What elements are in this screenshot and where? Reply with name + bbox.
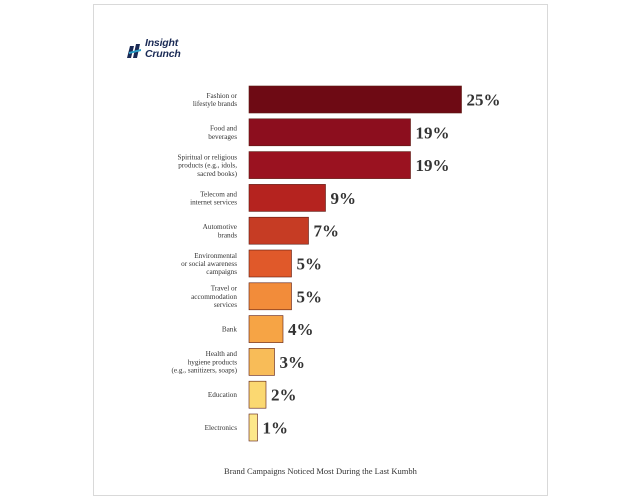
value-label: 1% [263, 419, 289, 438]
logo-line-2: Crunch [145, 48, 181, 60]
category-label: lifestyle brands [193, 100, 237, 108]
value-label: 5% [297, 255, 323, 274]
category-label: Bank [222, 326, 238, 334]
bar [248, 151, 411, 179]
bars-group [248, 85, 462, 442]
chart-title: Brand Campaigns Noticed Most During the … [224, 466, 417, 476]
category-label: brands [218, 231, 237, 239]
logo-mark-icon [127, 44, 141, 58]
category-label: Fashion or [206, 92, 237, 100]
insight-crunch-logo: Insight Crunch [124, 38, 204, 66]
category-label: campaigns [206, 268, 237, 276]
category-label: Food and [210, 125, 237, 133]
bar [248, 85, 462, 114]
bar [248, 249, 292, 278]
value-labels-group: 25% 19% 19% 9% 7% 5% 5% 4% 3% 2% 1% [263, 91, 501, 438]
category-label: Education [208, 391, 238, 399]
category-label: Spiritual or religious [178, 153, 238, 161]
bar [248, 348, 275, 376]
value-label: 5% [297, 287, 323, 306]
category-label: Health and [206, 350, 238, 358]
bar [248, 315, 284, 343]
category-label: Electronics [205, 424, 238, 432]
value-label: 2% [271, 386, 297, 405]
bar [248, 282, 292, 311]
logo-line-1: Insight [145, 37, 179, 49]
category-label: internet services [190, 199, 237, 207]
category-label: Automotive [203, 223, 237, 231]
category-label: or social awareness [181, 260, 237, 268]
bar [248, 118, 411, 147]
category-label: accommodation [191, 293, 237, 301]
bar [248, 184, 326, 212]
value-label: 3% [280, 353, 306, 372]
chart-card: Insight Crunch Fashion or lifestyle brand… [93, 4, 548, 496]
category-label: sacred books) [197, 170, 237, 178]
category-label: products (e.g., idols, [178, 162, 237, 170]
category-label: Environmental [194, 252, 237, 260]
value-label: 9% [331, 189, 357, 208]
value-label: 4% [288, 320, 314, 339]
value-label: 19% [416, 123, 450, 142]
bar [248, 413, 258, 442]
category-label: beverages [208, 133, 237, 141]
category-label: Travel or [211, 285, 238, 293]
category-label: services [214, 301, 237, 309]
category-label: Telecom and [200, 190, 237, 198]
bar [248, 216, 309, 245]
value-label: 25% [467, 91, 501, 110]
value-label: 7% [314, 222, 340, 241]
category-label: hygiene products [188, 358, 238, 366]
bar [248, 380, 267, 409]
value-label: 19% [416, 156, 450, 175]
category-label: (e.g., sanitizers, soaps) [172, 367, 238, 375]
